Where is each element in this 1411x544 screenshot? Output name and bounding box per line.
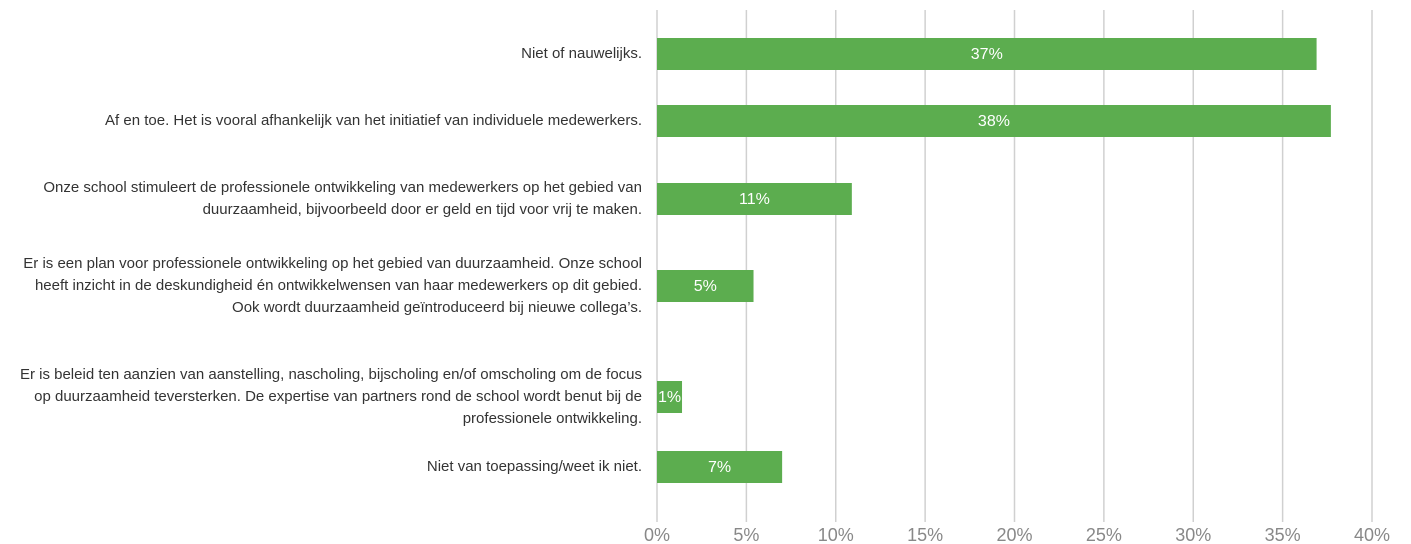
category-label: Niet van toepassing/weet ik niet. bbox=[426, 458, 642, 475]
x-tick-label: 15% bbox=[907, 525, 943, 544]
category-label: Er is een plan voor professionele ontwik… bbox=[23, 255, 642, 316]
x-tick-label: 5% bbox=[733, 525, 759, 544]
bar bbox=[657, 381, 683, 413]
data-label: 5% bbox=[694, 278, 717, 295]
x-tick-label: 30% bbox=[1175, 525, 1211, 544]
x-tick-label: 20% bbox=[996, 525, 1032, 544]
data-label: 7% bbox=[708, 459, 731, 476]
category-label: Niet of nauwelijks. bbox=[521, 45, 642, 62]
x-tick-label: 10% bbox=[818, 525, 854, 544]
x-tick-label: 25% bbox=[1086, 525, 1122, 544]
category-label: Onze school stimuleert de professionele … bbox=[43, 179, 642, 218]
data-label: 1% bbox=[658, 389, 681, 406]
bar bbox=[657, 105, 1331, 137]
bar bbox=[657, 270, 754, 302]
x-tick-label: 0% bbox=[644, 525, 670, 544]
bar bbox=[657, 451, 783, 483]
category-label: Er is beleid ten aanzien van aanstelling… bbox=[19, 366, 642, 427]
x-tick-label: 35% bbox=[1265, 525, 1301, 544]
data-label: 38% bbox=[978, 113, 1010, 130]
data-label: 37% bbox=[971, 46, 1003, 63]
bar bbox=[657, 183, 852, 215]
category-label: Af en toe. Het is vooral afhankelijk van… bbox=[105, 112, 642, 129]
data-label: 11% bbox=[739, 191, 770, 208]
bar bbox=[657, 38, 1317, 70]
x-tick-label: 40% bbox=[1354, 525, 1390, 544]
